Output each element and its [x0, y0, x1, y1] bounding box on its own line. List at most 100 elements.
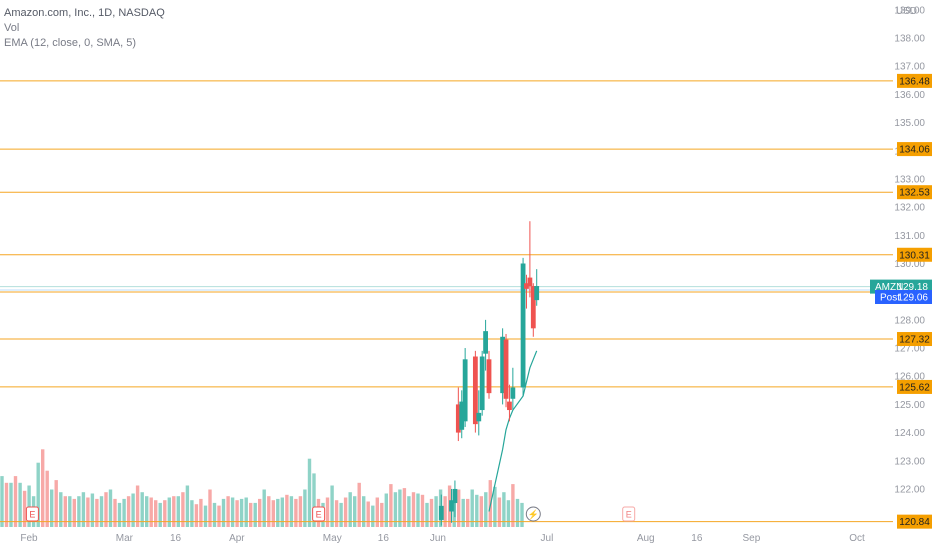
time-tick-label: May — [323, 533, 342, 544]
volume-bar — [389, 484, 393, 527]
symbol-title[interactable]: Amazon.com, Inc., 1D, NASDAQ — [4, 7, 165, 19]
volume-bar — [520, 502, 524, 527]
volume-bar — [50, 489, 54, 527]
volume-bar — [330, 485, 334, 527]
volume-bar — [190, 500, 194, 527]
time-tick-label: Sep — [742, 533, 760, 544]
volume-bar — [235, 500, 239, 527]
volume-bar — [312, 473, 316, 527]
post-price-badge — [875, 289, 932, 304]
time-tick-label: Jul — [541, 533, 554, 544]
volume-bar — [140, 492, 144, 527]
post-price-label: Post — [880, 292, 900, 303]
event-marker-split — [525, 506, 541, 522]
price-tick-label: 124.00 — [894, 428, 925, 439]
price-level-badge-text: 134.06 — [899, 145, 930, 156]
volume-bar — [176, 496, 180, 527]
volume-bar — [271, 500, 275, 527]
volume-bar — [398, 489, 402, 527]
volume-bar — [402, 488, 407, 527]
volume-bar — [429, 498, 434, 527]
volume-bar — [36, 462, 40, 527]
post-price-value: 129.06 — [897, 292, 928, 303]
price-tick-label: 128.00 — [894, 315, 925, 326]
volume-bar — [515, 498, 520, 527]
volume-bar — [90, 493, 95, 527]
price-tick-label: 132.00 — [894, 203, 925, 214]
volume-bar — [267, 496, 271, 527]
volume-bar — [221, 498, 226, 527]
time-tick-label: Aug — [637, 533, 655, 544]
candle-body — [449, 500, 454, 512]
volume-bar — [262, 489, 266, 527]
volume-bar — [343, 497, 348, 527]
time-tick-label: Apr — [229, 533, 245, 544]
price-level-badge — [897, 247, 932, 262]
volume-bar — [0, 476, 4, 527]
volume-bar — [181, 492, 185, 527]
volume-bar — [470, 489, 474, 527]
candle-body — [527, 277, 533, 287]
price-level-badge-text: 130.31 — [899, 250, 930, 261]
volume-bar — [411, 492, 416, 527]
volume-bar — [407, 496, 411, 527]
volume-bar — [443, 496, 447, 527]
volume-bar — [289, 496, 294, 527]
volume-bar — [18, 482, 22, 527]
price-level-badge-text: 125.62 — [899, 382, 930, 393]
price-tick-label: 125.00 — [894, 400, 925, 411]
price-tick-label: 139.00 — [894, 5, 925, 16]
volume-bar — [4, 482, 9, 527]
price-level-badge — [897, 73, 932, 88]
time-tick-label: 16 — [378, 533, 390, 544]
time-tick-label: Feb — [20, 533, 38, 544]
price-tick-label: 122.00 — [894, 484, 925, 495]
volume-bar — [253, 502, 257, 527]
volume-bar — [108, 489, 113, 527]
event-marker-earnings — [312, 506, 326, 522]
event-marker-earnings — [25, 506, 39, 522]
price-level-badge — [897, 185, 932, 200]
volume-bar — [452, 492, 456, 527]
volume-bar — [307, 458, 312, 527]
candle-body — [510, 387, 516, 399]
volume-indicator-label[interactable]: Vol — [4, 22, 20, 34]
price-tick-label: 130.00 — [894, 259, 925, 270]
price-tick-label: 138.00 — [894, 34, 925, 45]
event-markers: E E ⚡ E — [25, 506, 636, 522]
volume-bar — [475, 494, 479, 527]
volume-bar — [167, 497, 171, 527]
volume-bar — [95, 498, 99, 527]
volume-bar — [145, 496, 149, 527]
volume-bar — [45, 470, 49, 527]
axes: 122.00 123.00 124.00 125.00 126.00 127.00 128.… — [20, 5, 932, 544]
time-tick-label: Oct — [849, 533, 865, 544]
volume-bar — [13, 476, 18, 527]
volume-bar — [380, 502, 384, 527]
currency-label: USD — [896, 6, 917, 17]
volume-bar — [457, 489, 461, 527]
volume-bar — [122, 498, 126, 527]
volume-bar — [502, 492, 506, 527]
price-tick-label: 136.00 — [894, 90, 925, 101]
volume-bar — [104, 492, 108, 527]
volume-bar — [239, 498, 244, 527]
price-level-badge-text: 120.84 — [899, 517, 930, 528]
volume-bar — [285, 494, 289, 527]
volume-bar — [185, 485, 190, 527]
volume-bar — [371, 505, 375, 527]
price-level-badge-text: 136.48 — [899, 76, 930, 87]
candle-body — [530, 286, 536, 329]
ema-indicator-label[interactable]: EMA (12, close, 0, SMA, 5) — [4, 37, 137, 49]
price-level-badge — [897, 332, 932, 347]
price-tick-label: 137.00 — [894, 62, 925, 73]
candle-body — [486, 359, 492, 394]
volume-bar — [149, 497, 153, 527]
ema-line-group — [488, 350, 538, 512]
volume-bar — [77, 496, 81, 527]
price-tick-label: 133.00 — [894, 174, 925, 185]
ema-line — [488, 350, 538, 512]
volume-bar — [375, 497, 379, 527]
candle-body — [483, 331, 488, 354]
